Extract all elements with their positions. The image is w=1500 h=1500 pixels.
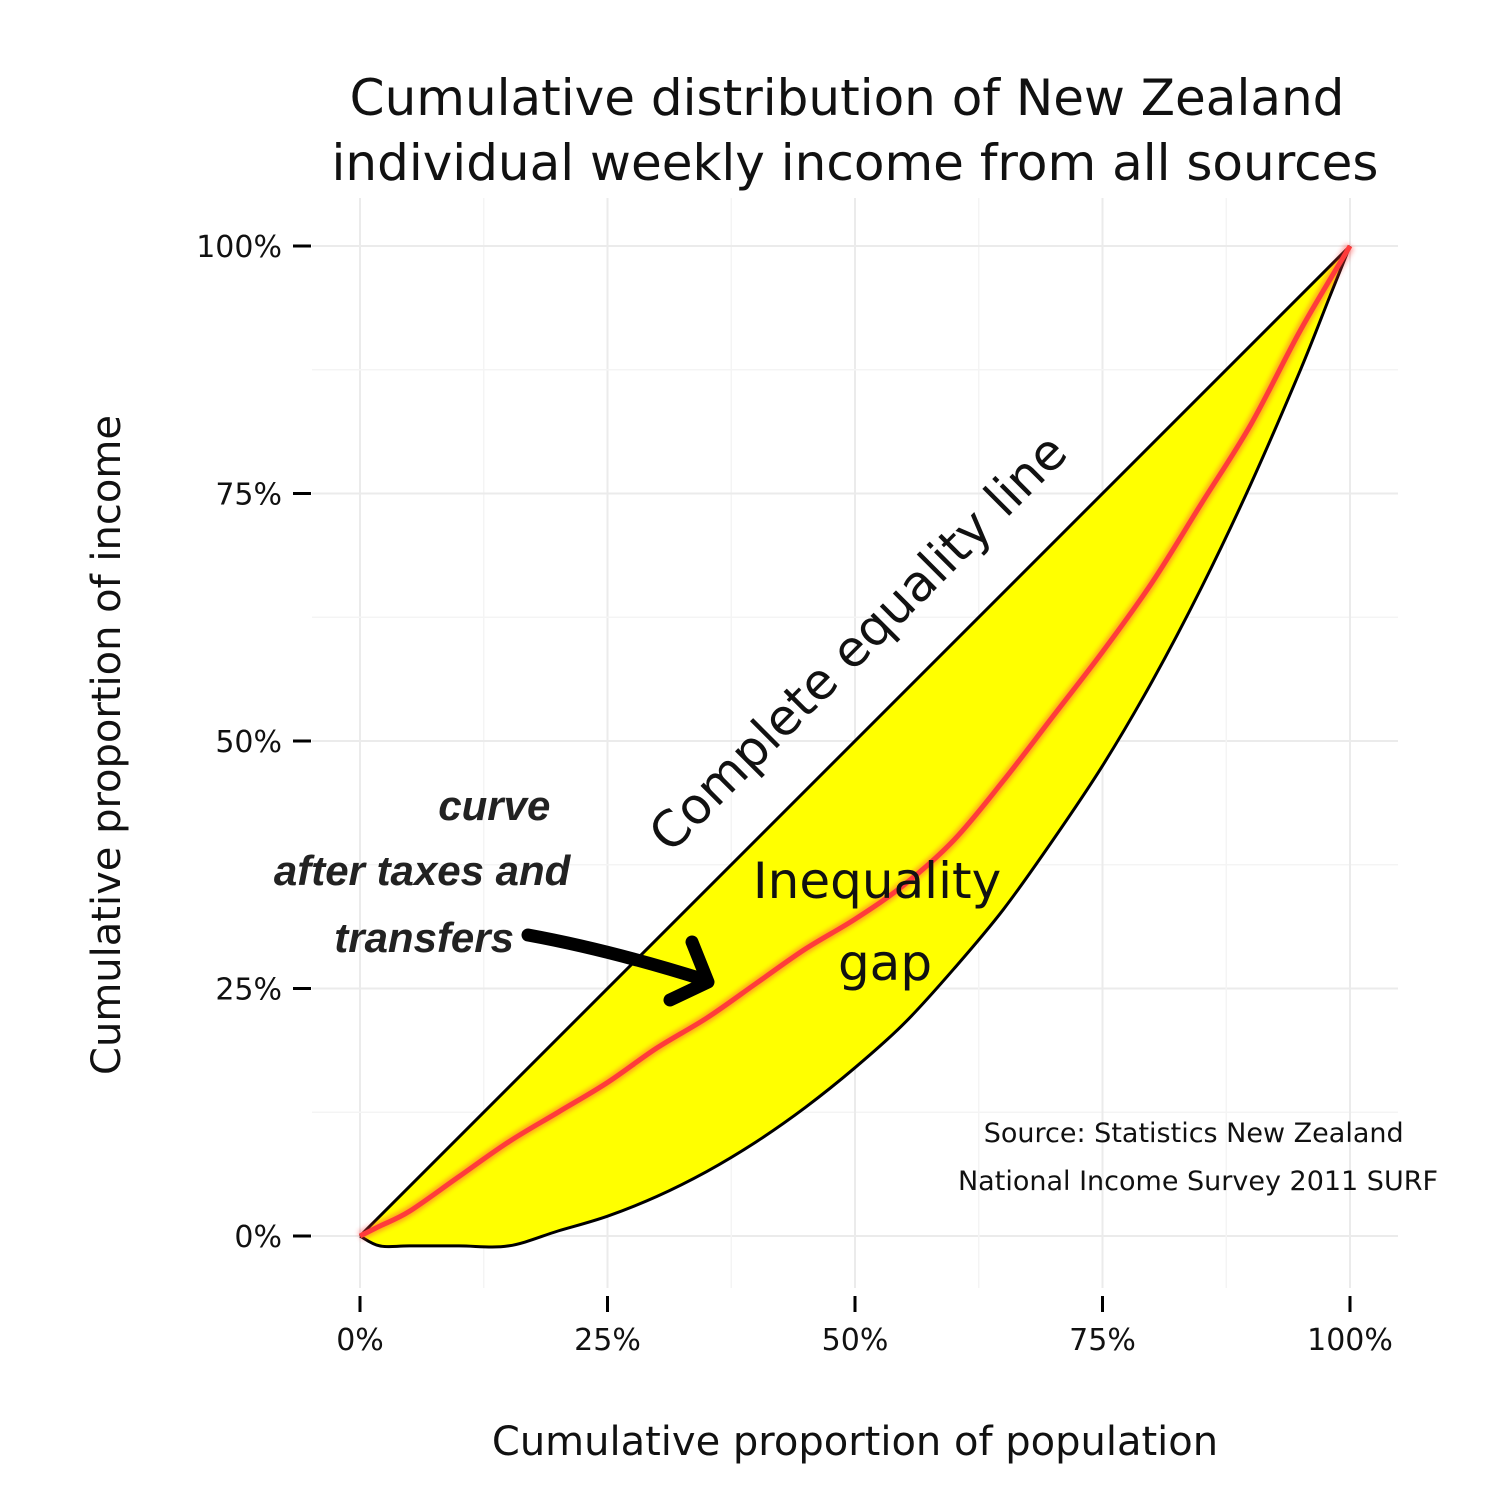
inequality-gap-line-1: Inequality — [753, 852, 1001, 910]
y-tick-label: 50% — [215, 725, 282, 760]
y-tick-label: 100% — [196, 230, 282, 265]
inequality-gap-fill — [360, 246, 1350, 1248]
y-tick-label: 25% — [215, 973, 282, 1008]
equality-line — [358, 244, 1352, 1238]
inequality-gap-line-2: gap — [838, 934, 932, 992]
y-axis-label: Cumulative proportion of income — [84, 415, 130, 1075]
annotation-arrow — [521, 928, 715, 1007]
x-tick-label: 25% — [574, 1323, 641, 1358]
after-tax-line-3: transfers — [334, 914, 514, 961]
chart-title: Cumulative distribution of New Zealand i… — [332, 69, 1379, 192]
source-line-2: National Income Survey 2011 SURF — [958, 1166, 1438, 1197]
y-tick-label: 75% — [215, 478, 282, 513]
x-tick-label: 100% — [1307, 1323, 1393, 1358]
after-tax-line-1: curve — [438, 782, 550, 829]
y-tick-label: 0% — [234, 1220, 282, 1255]
chart-title-line-2: individual weekly income from all source… — [332, 134, 1379, 192]
source-line-1: Source: Statistics New Zealand — [984, 1118, 1404, 1149]
x-tick-label: 75% — [1069, 1323, 1136, 1358]
x-axis-ticks: 0% 25% 50% 75% 100% — [336, 1296, 1393, 1358]
after-tax-line-2: after taxes and — [274, 847, 572, 894]
x-tick-label: 0% — [336, 1323, 384, 1358]
y-axis-ticks: 0% 25% 50% 75% 100% — [196, 230, 311, 1255]
after-tax-annotation: curve after taxes and transfers — [274, 782, 582, 961]
x-tick-label: 50% — [822, 1323, 889, 1358]
chart-title-line-1: Cumulative distribution of New Zealand — [350, 69, 1345, 127]
source-note: Source: Statistics New Zealand National … — [958, 1118, 1438, 1197]
lorenz-curve — [359, 245, 1352, 1249]
x-axis-label: Cumulative proportion of population — [492, 1419, 1218, 1465]
after-tax-curve — [358, 244, 1353, 1239]
inequality-gap-annotation: Inequality gap — [753, 852, 1017, 992]
